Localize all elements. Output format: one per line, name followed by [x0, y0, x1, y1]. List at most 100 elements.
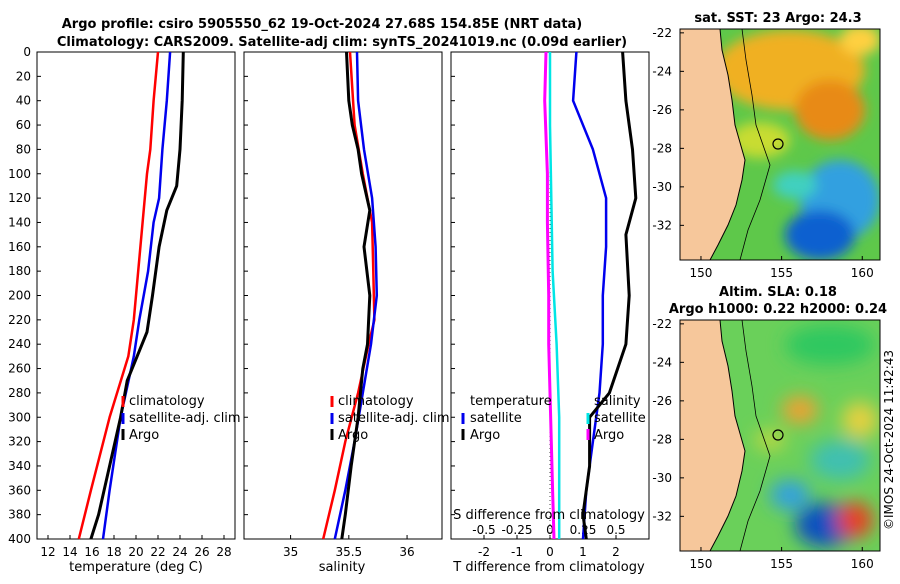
- depth-tick-label: 360: [8, 483, 31, 497]
- lat-tick-label: -22: [652, 26, 672, 40]
- depth-tick-label: 20: [16, 69, 31, 83]
- legend-climatology-label: climatology: [338, 394, 414, 409]
- legend-salinity-heading: salinity: [594, 394, 641, 409]
- legend-argo-label: Argo: [338, 428, 368, 443]
- lat-tick-label: -28: [652, 432, 672, 446]
- x-tick-label: -1: [511, 545, 523, 559]
- sla-map-land: [680, 320, 745, 551]
- temperature-axis-label: temperature (deg C): [69, 560, 203, 575]
- title-line-1: Argo profile: csiro 5905550_62 19-Oct-20…: [62, 17, 583, 32]
- depth-tick-label: 160: [8, 240, 31, 254]
- x-tick-label: 22: [150, 545, 165, 559]
- legend-satellite-label: satellite-adj. clim: [129, 411, 241, 426]
- depth-tick-label: 240: [8, 337, 31, 351]
- depth-tick-label: 100: [8, 167, 31, 181]
- sla-field: [754, 325, 878, 547]
- sla-map-axes: -22 -24 -26 -28 -30 -32 150 155 160: [652, 317, 873, 571]
- s-difference-axis-label: S difference from climatology: [453, 508, 645, 523]
- sla-map-isobath: [739, 320, 771, 551]
- salinity-panel: 35 35.5 36: [283, 51, 415, 559]
- lon-tick-label: 160: [851, 266, 874, 280]
- depth-tick-label: 180: [8, 264, 31, 278]
- lat-tick-label: -24: [652, 355, 672, 369]
- lon-tick-label: 155: [770, 557, 793, 571]
- depth-tick-label: 60: [16, 118, 31, 132]
- s-tick-label: -0.5: [472, 523, 495, 537]
- x-tick-label: 28: [216, 545, 231, 559]
- salinity-axis-label: salinity: [319, 560, 366, 575]
- legend-argo-label: Argo: [129, 428, 159, 443]
- lon-tick-label: 150: [690, 266, 713, 280]
- lat-tick-label: -22: [652, 317, 672, 331]
- lat-tick-label: -32: [652, 218, 672, 232]
- depth-tick-label: 120: [8, 191, 31, 205]
- series-line-climatology: [77, 51, 160, 540]
- x-tick-label: 1: [579, 545, 587, 559]
- lat-tick-label: -26: [652, 103, 672, 117]
- series-line-s-argo: [543, 51, 556, 540]
- legend-t-satellite-label: satellite: [470, 411, 522, 426]
- x-tick-label: -2: [478, 545, 490, 559]
- argo-float-marker: [772, 429, 784, 441]
- x-tick-label: 16: [84, 545, 99, 559]
- legend-t-argo-label: Argo: [470, 428, 500, 443]
- x-tick-label: 26: [194, 545, 209, 559]
- x-tick-label: 20: [128, 545, 143, 559]
- difference-legend-right: salinity satellite Argo: [586, 394, 646, 443]
- depth-tick-label: 220: [8, 313, 31, 327]
- x-tick-label: 36: [399, 545, 414, 559]
- legend-s-satellite-label: satellite: [594, 411, 646, 426]
- depth-tick-label: 280: [8, 386, 31, 400]
- depth-tick-label: 300: [8, 410, 31, 424]
- sst-map-isobath: [739, 29, 771, 260]
- depth-tick-label: 0: [23, 45, 31, 59]
- lat-tick-label: -32: [652, 509, 672, 523]
- lat-tick-label: -30: [652, 180, 672, 194]
- sst-map-title: sat. SST: 23 Argo: 24.3: [694, 11, 861, 26]
- x-tick-label: 18: [106, 545, 121, 559]
- title-line-2: Climatology: CARS2009. Satellite-adj cli…: [57, 35, 627, 50]
- sst-map-frame: [679, 28, 881, 261]
- series-line-argo: [340, 51, 372, 540]
- lon-tick-label: 155: [770, 266, 793, 280]
- lon-tick-label: 160: [851, 557, 874, 571]
- lat-tick-label: -24: [652, 64, 672, 78]
- sst-map-coastline: [709, 29, 746, 260]
- sla-map-subtitle: Argo h1000: 0.22 h2000: 0.24: [669, 302, 887, 317]
- series-line-t-argo: [581, 51, 638, 540]
- imos-timestamp: ©IMOS 24-Oct-2024 11:42:43: [882, 350, 896, 530]
- depth-tick-label: 260: [8, 362, 31, 376]
- difference-legend-left: temperature satellite Argo: [461, 394, 552, 443]
- x-tick-label: 2: [612, 545, 620, 559]
- depth-tick-label: 140: [8, 215, 31, 229]
- x-tick-label: 35.5: [335, 545, 362, 559]
- legend-satellite-label: satellite-adj. clim: [338, 411, 450, 426]
- temperature-panel: 12 14 16 18 20 22 24 26 28: [40, 51, 232, 559]
- sst-map: [680, 29, 880, 260]
- depth-tick-label: 80: [16, 142, 31, 156]
- lon-tick-label: 150: [690, 557, 713, 571]
- sst-field: [715, 29, 880, 260]
- lat-tick-label: -26: [652, 394, 672, 408]
- series-line-argo: [89, 51, 185, 540]
- t-difference-axis-label: T difference from climatology: [452, 560, 645, 575]
- depth-tick-label: 400: [8, 532, 31, 546]
- depth-tick-label: 340: [8, 459, 31, 473]
- salinity-panel-frame: [243, 51, 443, 540]
- s-tick-label: 0: [546, 523, 554, 537]
- difference-panel: -2 -1 0 1 2-0.5 -0.25 0 0.25 0.5: [472, 51, 638, 559]
- legend-climatology-label: climatology: [129, 394, 205, 409]
- salinity-legend: climatology satellite-adj. clim Argo: [330, 394, 450, 443]
- x-tick-label: 12: [40, 545, 55, 559]
- legend-temperature-heading: temperature: [470, 394, 552, 409]
- depth-axis: 0 20 40 60 80 100 120 140 160 180 200 220 240 260 280 3…: [8, 45, 455, 546]
- lat-tick-label: -30: [652, 471, 672, 485]
- sst-map-land: [680, 29, 745, 260]
- series-line-s-satellite: [548, 52, 561, 539]
- sla-map-coastline: [709, 320, 746, 551]
- lat-tick-label: -28: [652, 141, 672, 155]
- sla-map: [680, 320, 880, 551]
- sla-map-title: Altim. SLA: 0.18: [719, 285, 837, 300]
- depth-tick-label: 320: [8, 435, 31, 449]
